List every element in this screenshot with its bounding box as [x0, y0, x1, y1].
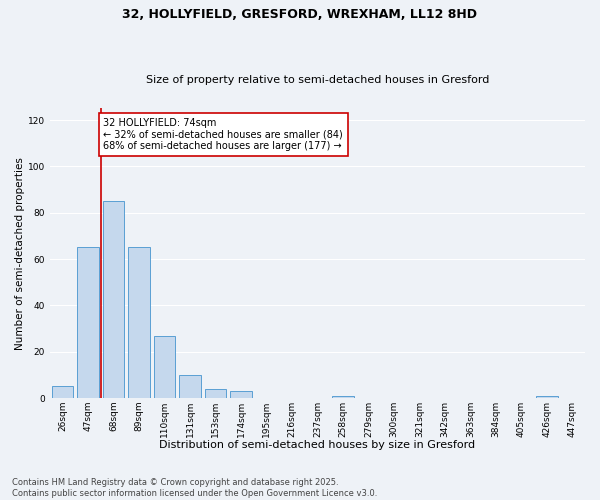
X-axis label: Distribution of semi-detached houses by size in Gresford: Distribution of semi-detached houses by …: [160, 440, 476, 450]
Text: 32 HOLLYFIELD: 74sqm
← 32% of semi-detached houses are smaller (84)
68% of semi-: 32 HOLLYFIELD: 74sqm ← 32% of semi-detac…: [103, 118, 343, 151]
Y-axis label: Number of semi-detached properties: Number of semi-detached properties: [15, 157, 25, 350]
Text: 32, HOLLYFIELD, GRESFORD, WREXHAM, LL12 8HD: 32, HOLLYFIELD, GRESFORD, WREXHAM, LL12 …: [122, 8, 478, 20]
Bar: [179, 375, 201, 398]
Title: Size of property relative to semi-detached houses in Gresford: Size of property relative to semi-detach…: [146, 76, 489, 86]
Bar: [103, 201, 124, 398]
Bar: [332, 396, 354, 398]
Bar: [154, 336, 175, 398]
Bar: [77, 248, 99, 398]
Bar: [52, 386, 73, 398]
Bar: [128, 248, 150, 398]
Bar: [205, 389, 226, 398]
Bar: [536, 396, 557, 398]
Bar: [230, 391, 252, 398]
Text: Contains HM Land Registry data © Crown copyright and database right 2025.
Contai: Contains HM Land Registry data © Crown c…: [12, 478, 377, 498]
